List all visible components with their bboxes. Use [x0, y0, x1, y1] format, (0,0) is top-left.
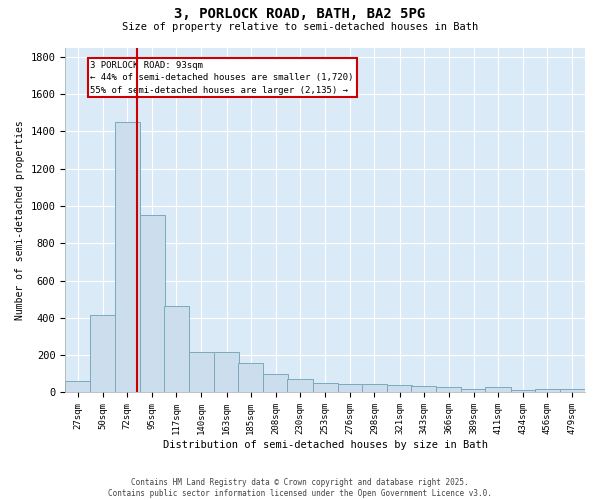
Bar: [313, 383, 338, 392]
Bar: [535, 389, 560, 392]
Bar: [263, 374, 289, 392]
Text: Size of property relative to semi-detached houses in Bath: Size of property relative to semi-detach…: [122, 22, 478, 32]
Text: 3, PORLOCK ROAD, BATH, BA2 5PG: 3, PORLOCK ROAD, BATH, BA2 5PG: [175, 8, 425, 22]
Bar: [287, 380, 313, 392]
Bar: [164, 306, 189, 392]
Text: Contains HM Land Registry data © Crown copyright and database right 2025.
Contai: Contains HM Land Registry data © Crown c…: [108, 478, 492, 498]
Bar: [485, 387, 511, 392]
Bar: [511, 390, 536, 392]
Bar: [91, 315, 116, 392]
Bar: [214, 352, 239, 393]
Bar: [140, 216, 165, 392]
Bar: [338, 384, 363, 392]
Bar: [436, 388, 461, 392]
Text: 3 PORLOCK ROAD: 93sqm
← 44% of semi-detached houses are smaller (1,720)
55% of s: 3 PORLOCK ROAD: 93sqm ← 44% of semi-deta…: [91, 60, 354, 94]
Bar: [115, 122, 140, 392]
Bar: [461, 388, 487, 392]
Bar: [238, 362, 263, 392]
Bar: [560, 389, 585, 392]
Bar: [189, 352, 214, 393]
Bar: [411, 386, 436, 392]
Bar: [65, 382, 91, 392]
Bar: [362, 384, 387, 392]
Y-axis label: Number of semi-detached properties: Number of semi-detached properties: [15, 120, 25, 320]
X-axis label: Distribution of semi-detached houses by size in Bath: Distribution of semi-detached houses by …: [163, 440, 488, 450]
Bar: [387, 385, 412, 392]
